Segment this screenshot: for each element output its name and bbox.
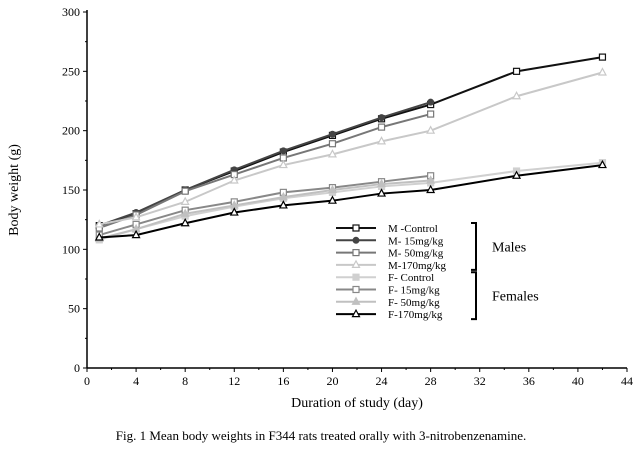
data-point-3 [94, 219, 104, 228]
y-tick-label: 100 [62, 242, 80, 256]
data-point-7 [377, 188, 387, 197]
x-axis-label: Duration of study (day) [291, 396, 423, 411]
legend-label: M-170mg/kg [388, 260, 447, 272]
legend-label: M- 50mg/kg [388, 248, 444, 260]
x-tick-label: 16 [277, 374, 289, 388]
x-tick-label: 4 [133, 374, 139, 388]
data-point-6 [426, 175, 436, 184]
legend-label: F-170mg/kg [388, 309, 443, 321]
data-point-1 [328, 130, 336, 138]
legend-marker [351, 308, 361, 318]
legend-label: M -Control [388, 223, 438, 235]
data-point-7 [327, 195, 337, 204]
x-tick-label: 24 [376, 374, 388, 388]
data-point-7 [131, 229, 141, 239]
data-point-3 [597, 67, 607, 76]
x-tick-label: 40 [572, 374, 584, 388]
series-line-0 [98, 56, 603, 227]
data-point-6 [327, 184, 337, 194]
data-point-6 [180, 208, 190, 217]
legend-label: F- Control [388, 272, 434, 284]
data-point-3 [327, 149, 337, 158]
data-point-7 [278, 200, 288, 209]
data-point-1 [279, 147, 287, 155]
data-point-3 [229, 175, 239, 184]
series-line-2 [98, 113, 431, 229]
data-point-3 [426, 125, 436, 134]
legend-marker [352, 273, 360, 281]
data-point-3 [512, 90, 522, 100]
legend-marker [352, 224, 360, 232]
legend-bracket [471, 222, 477, 271]
y-tick-label: 250 [62, 64, 80, 78]
legend-label: F- 50mg/kg [388, 297, 440, 309]
data-point-7 [229, 207, 239, 216]
legend-label: M- 15mg/kg [388, 235, 444, 247]
data-point-3 [377, 136, 387, 145]
x-tick-label: 36 [523, 374, 535, 388]
data-point-7 [597, 159, 607, 169]
series-line-5 [98, 174, 431, 237]
legend-marker [352, 285, 360, 294]
legend-label: F- 15mg/kg [388, 285, 440, 297]
x-tick-label: 20 [326, 374, 338, 388]
series-line-4 [98, 161, 603, 241]
line-chart: Duration of study (day) Body weight (g) … [7, 5, 633, 411]
data-point-7 [180, 217, 190, 227]
series-line-7 [99, 164, 603, 239]
legend-marker [351, 296, 361, 305]
x-tick-label: 44 [621, 374, 633, 388]
y-tick-label: 50 [68, 302, 80, 316]
data-point-2 [328, 140, 337, 148]
data-point-7 [94, 232, 104, 241]
legend-marker [352, 249, 360, 257]
data-point-0 [598, 53, 607, 61]
series-line-6 [99, 179, 431, 240]
legend-group-label: Males [492, 240, 526, 255]
y-tick-label: 150 [62, 183, 80, 197]
series-line-3 [99, 71, 603, 226]
x-tick-label: 8 [182, 374, 188, 388]
data-point-3 [180, 196, 190, 205]
x-tick-label: 0 [84, 374, 90, 388]
figure-caption: Fig. 1 Mean body weights in F344 rats tr… [115, 428, 527, 443]
data-point-1 [378, 114, 386, 122]
x-tick-label: 28 [425, 374, 437, 388]
x-tick-label: 12 [228, 374, 240, 388]
y-tick-label: 300 [62, 5, 80, 19]
data-point-2 [181, 187, 189, 195]
data-point-3 [278, 159, 288, 169]
data-point-6 [278, 191, 288, 201]
legend-marker [351, 259, 361, 268]
y-tick-label: 0 [74, 361, 80, 375]
legend-group-label: Females [492, 290, 539, 305]
data-point-2 [427, 110, 435, 118]
x-tick-label: 32 [474, 374, 486, 388]
y-tick-label: 200 [62, 124, 80, 138]
data-point-7 [512, 170, 522, 179]
data-point-7 [426, 184, 436, 194]
legend-bracket [471, 271, 477, 321]
legend-marker [352, 236, 360, 244]
data-point-1 [427, 98, 435, 106]
data-point-3 [131, 212, 141, 221]
data-point-6 [377, 178, 387, 188]
data-point-0 [512, 67, 521, 75]
y-axis-label: Body weight (g) [7, 144, 22, 236]
series-line-1 [98, 101, 431, 227]
data-point-2 [377, 123, 386, 131]
